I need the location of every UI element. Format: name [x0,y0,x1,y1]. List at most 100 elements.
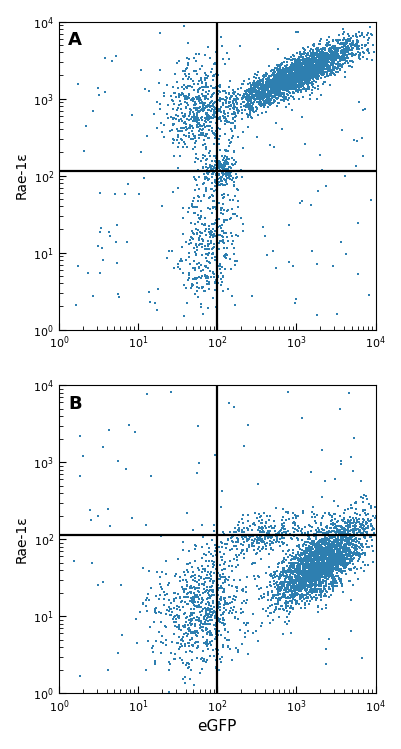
Point [297,571,304,583]
Point [296,580,303,592]
Point [208,169,215,181]
Point [365,43,371,55]
Point [248,94,254,106]
Point [296,59,302,71]
Point [228,162,235,174]
Point [217,559,223,571]
Point [327,535,333,547]
Point [314,58,320,70]
Point [286,92,292,104]
Point [286,607,292,619]
Point [315,558,321,570]
Point [345,519,351,531]
Point [321,555,327,567]
Point [206,626,212,638]
Point [273,79,279,91]
Point [344,535,350,547]
Point [295,548,302,560]
Point [330,536,336,548]
Point [286,70,292,82]
Point [304,555,310,567]
Point [302,597,308,609]
Point [281,71,288,83]
Point [299,565,305,577]
Point [289,54,296,66]
Point [279,94,286,106]
Point [273,73,279,85]
Point [312,54,318,66]
Point [344,46,350,58]
Point [180,122,186,134]
Point [174,141,181,153]
Point [275,68,282,80]
Point [207,591,214,603]
Point [305,574,312,586]
Point [273,76,279,88]
Point [267,93,274,105]
Point [282,73,288,85]
Point [323,528,329,540]
Point [209,90,215,102]
Point [287,67,294,79]
Point [321,55,328,67]
Point [346,60,352,72]
Point [359,516,366,528]
Point [114,647,121,659]
Point [354,529,360,541]
Point [275,97,281,109]
Point [309,506,315,518]
Point [178,89,184,101]
Point [308,581,314,593]
Point [291,87,297,99]
Point [263,540,269,552]
Point [307,580,314,592]
Point [351,523,358,535]
Point [294,524,301,536]
Point [175,162,181,174]
Point [188,631,195,643]
Point [172,68,178,80]
Point [322,551,329,562]
Point [306,60,312,72]
Point [295,583,301,595]
Point [301,63,308,75]
Point [308,568,315,580]
Point [268,97,274,109]
Point [320,554,326,566]
Point [326,530,333,542]
Point [233,94,239,106]
Point [263,529,269,541]
Point [206,610,212,622]
Point [225,533,232,545]
Point [180,88,186,100]
Point [319,542,325,554]
Point [321,557,328,568]
Point [368,194,375,206]
Point [205,271,212,283]
Point [348,539,354,551]
Point [350,516,357,528]
Point [188,595,195,607]
Point [166,577,172,589]
Point [313,548,320,560]
Point [194,642,200,654]
Point [293,584,299,596]
Point [306,66,312,78]
Point [329,511,335,523]
Point [291,71,297,83]
Point [295,566,302,578]
Point [267,94,273,106]
Point [289,70,295,82]
Point [343,55,349,67]
Point [222,159,228,171]
Point [335,34,342,46]
Point [309,586,316,598]
Point [360,527,366,539]
Point [169,636,175,648]
Point [306,574,312,586]
Point [271,87,277,99]
Point [204,243,211,255]
Point [350,524,356,536]
Point [338,50,345,62]
Point [303,71,310,83]
